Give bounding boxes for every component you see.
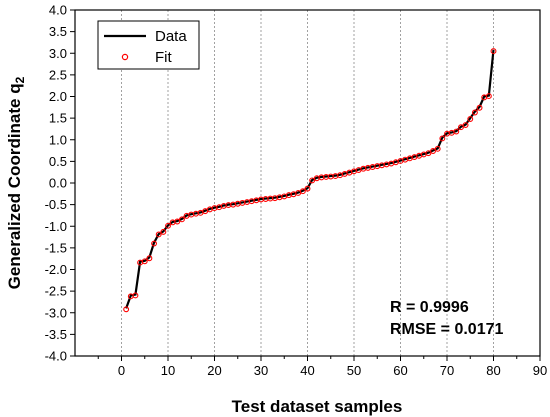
y-tick-label: -4.0: [45, 349, 67, 364]
x-tick-label: 50: [347, 363, 361, 378]
y-tick-label: -3.0: [45, 305, 67, 320]
y-axis-title-main: Generalized Coordinate q: [5, 83, 24, 289]
y-tick-label: 4.0: [49, 3, 67, 18]
x-tick-label: 60: [393, 363, 407, 378]
fit-point: [146, 255, 153, 262]
fit-point: [471, 109, 478, 116]
fit-point: [467, 116, 474, 122]
fit-point: [151, 240, 158, 247]
x-tick-label: 90: [533, 363, 547, 378]
plot-series: [123, 48, 497, 313]
y-tick-label: 0.5: [49, 154, 67, 169]
fit-point: [430, 148, 436, 154]
fit-point: [123, 306, 130, 313]
fit-point: [165, 222, 171, 229]
fit-point: [299, 188, 306, 195]
r-value-annotation: R = 0.9996: [390, 299, 469, 316]
y-tick-label: -1.5: [45, 240, 67, 255]
x-tick-label: 70: [440, 363, 454, 378]
legend-fit-label: Fit: [155, 49, 172, 66]
fit-point: [141, 258, 148, 265]
y-tick-label: 0.0: [49, 176, 67, 191]
rmse-annotation: RMSE = 0.0171: [390, 321, 504, 338]
y-tick-label: 1.0: [49, 132, 67, 147]
y-axis-ticks: -4.0 -3.5 -3.0 -2.5 -2.0 -1.5 -1.0 -0.5 0.0 0.5 1.…: [45, 3, 75, 364]
legend: Data Fit: [97, 20, 200, 70]
fit-point: [304, 185, 311, 192]
x-tick-label: 80: [486, 363, 500, 378]
fit-point: [453, 128, 460, 135]
fit-point: [132, 292, 139, 299]
y-tick-label: -0.5: [45, 197, 67, 212]
x-axis-title: Test dataset samples: [232, 397, 403, 416]
x-tick-label: 20: [207, 363, 221, 378]
x-tick-label: 30: [254, 363, 268, 378]
fit-point: [462, 122, 469, 128]
fit-point: [476, 104, 483, 111]
fit-series-markers: [123, 48, 497, 313]
x-axis-ticks: 0 10 20 30 40 50 60 70 80 90: [97, 356, 547, 378]
fit-point: [485, 93, 492, 100]
fit-point: [490, 48, 497, 55]
x-tick-label: 10: [161, 363, 175, 378]
y-tick-label: 2.5: [49, 67, 67, 82]
fit-point: [155, 231, 162, 238]
fit-point: [160, 228, 167, 235]
y-tick-label: 3.5: [49, 24, 67, 39]
y-tick-label: 1.5: [49, 111, 67, 126]
legend-fit-marker-symbol: [121, 53, 129, 61]
fit-point: [434, 145, 441, 152]
fit-point: [174, 218, 181, 225]
y-axis-title: Generalized Coordinate q2: [5, 76, 27, 289]
y-axis-title-subscript: 2: [13, 76, 27, 83]
x-tick-label: 40: [300, 363, 314, 378]
fit-point: [458, 124, 464, 131]
y-tick-label: -2.0: [45, 262, 67, 277]
data-series-line: [125, 49, 495, 309]
legend-box: [97, 20, 200, 70]
y-tick-label: -2.5: [45, 284, 67, 299]
fit-point: [309, 177, 316, 184]
y-tick-label: 3.0: [49, 46, 67, 61]
legend-data-label: Data: [155, 28, 187, 45]
fit-point: [179, 216, 185, 223]
y-tick-label: -3.5: [45, 327, 67, 342]
y-tick-label: -1.0: [45, 219, 67, 234]
fit-point: [439, 135, 446, 142]
x-tick-label: 0: [118, 363, 125, 378]
fit-point: [425, 150, 432, 157]
y-tick-label: 2.0: [49, 89, 67, 104]
